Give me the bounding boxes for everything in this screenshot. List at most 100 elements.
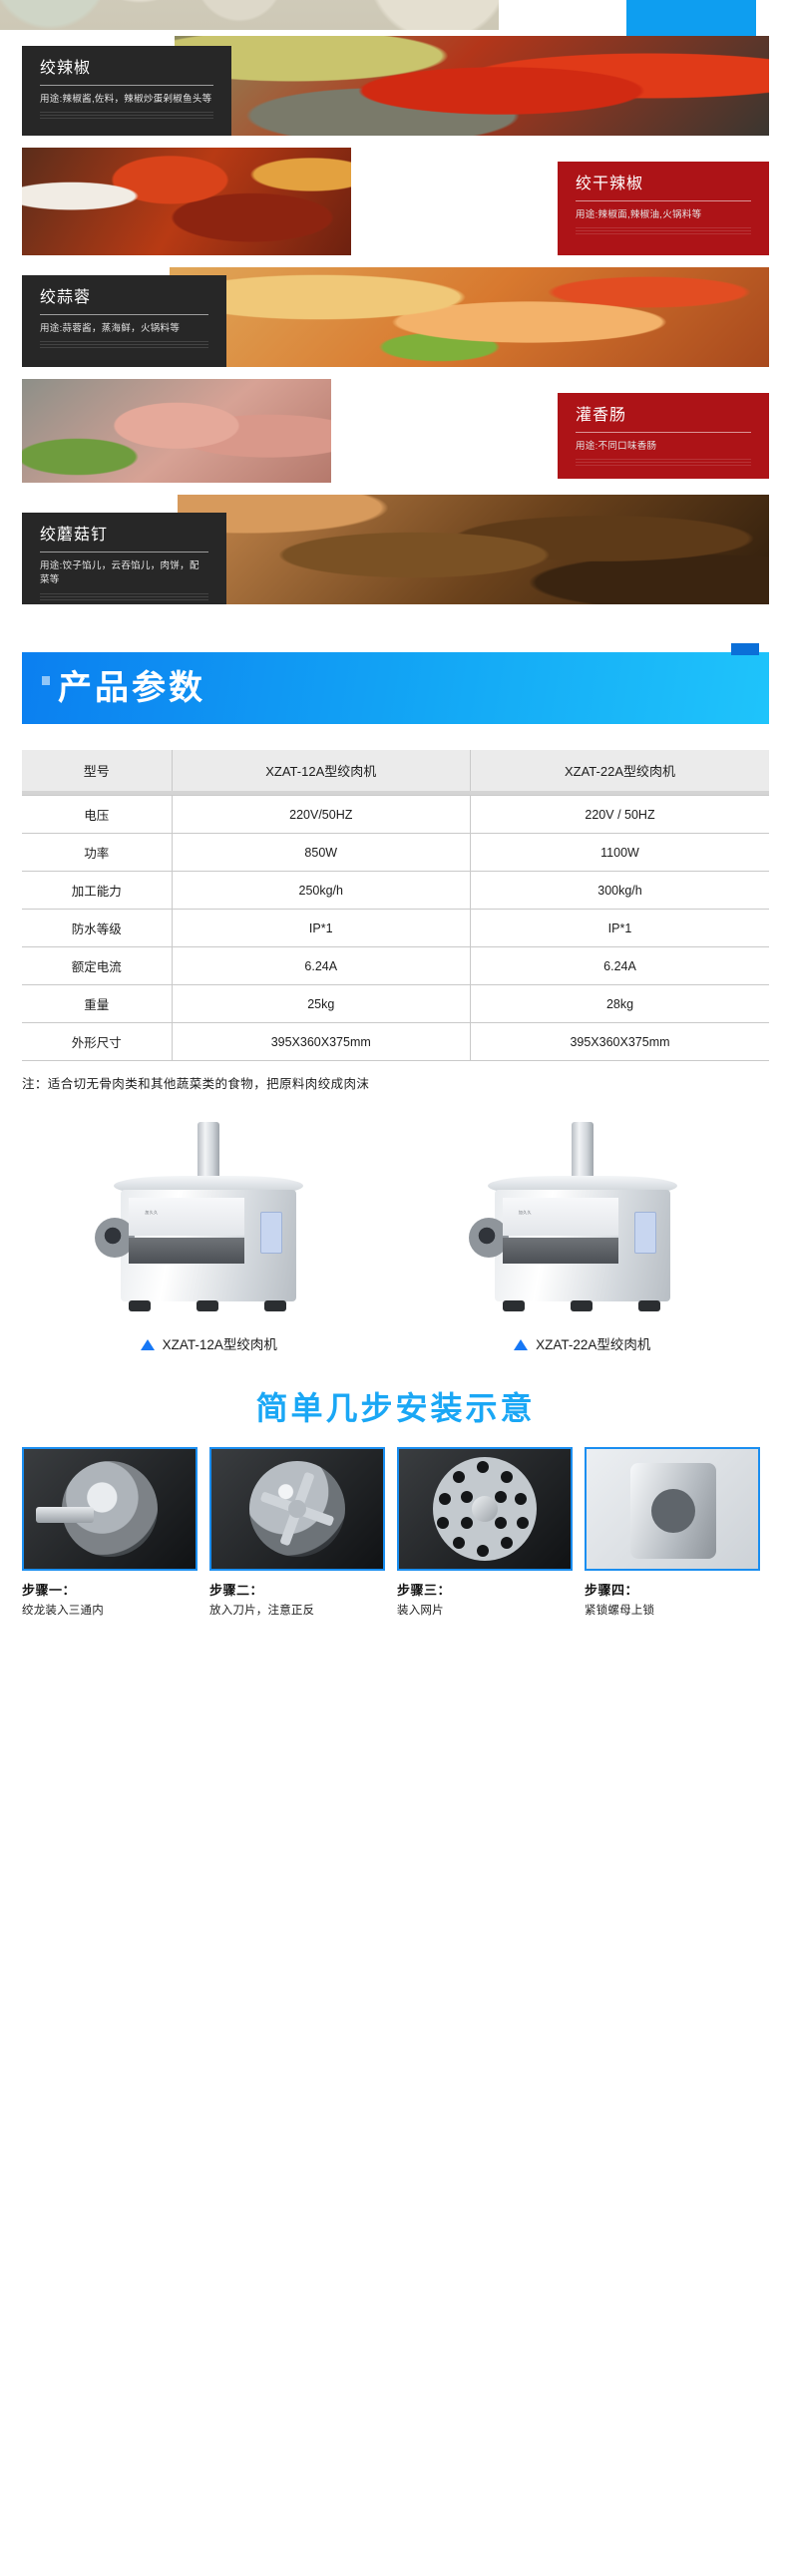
machine-grinder-head: [468, 1218, 509, 1258]
machine-feet: [121, 1299, 296, 1311]
spec-table-head: 型号 XZAT-12A型绞肉机 XZAT-22A型绞肉机: [22, 750, 769, 796]
install-step-1: 步骤一： 绞龙装入三通内: [22, 1447, 198, 1619]
spec-row-label: 重量: [84, 998, 110, 1012]
spec-row-value-22a: 395X360X375mm: [470, 1022, 769, 1061]
auger-shaft-icon: [36, 1507, 94, 1523]
triangle-marker-icon: [140, 1339, 155, 1350]
machine-top-panel: 加久久: [129, 1198, 245, 1236]
spec-row-label: 额定电流: [71, 960, 122, 974]
card-title: 绞辣椒: [40, 60, 92, 77]
card-rule: [40, 313, 208, 315]
machine-dark-band: [502, 1238, 618, 1264]
card-desc: 用途:辣椒面,辣椒油,火锅料等: [576, 208, 702, 220]
spec-row-value-22a: 220V / 50HZ: [470, 795, 769, 834]
card-desc: 用途:辣椒酱,佐料，辣椒炒蛋剁椒鱼头等: [40, 93, 212, 105]
card-photo-garlic: [170, 267, 769, 367]
spec-row-value-22a: IP*1: [470, 909, 769, 947]
card-desc: 用途:不同口味香肠: [576, 440, 657, 452]
machine-image-12a: 加久久: [44, 1116, 373, 1325]
machines-section: 加久久 XZAT-12A型绞肉机 加久久: [22, 1116, 769, 1353]
install-step-4: 步骤四： 紧锁螺母上锁: [585, 1447, 760, 1619]
step-image-blade: [209, 1447, 385, 1571]
step-label: 步骤四：: [585, 1583, 639, 1598]
step-image-nut: [585, 1447, 760, 1571]
top-food-photo: [0, 0, 499, 30]
spec-row-value-22a: 6.24A: [470, 946, 769, 985]
machine-switch: [260, 1212, 283, 1254]
step-desc: 绞龙装入三通内: [22, 1605, 104, 1617]
spec-row-label: 防水等级: [71, 922, 122, 936]
machine-neck: [198, 1122, 220, 1180]
spec-table: 型号 XZAT-12A型绞肉机 XZAT-22A型绞肉机 电压 220V/50H…: [22, 750, 769, 1061]
install-steps: 步骤一： 绞龙装入三通内 步骤二： 放入刀片，注意正反: [22, 1447, 769, 1619]
usage-cards-section: 绞辣椒 用途:辣椒酱,佐料，辣椒炒蛋剁椒鱼头等 绞干辣椒 用途:辣椒面,辣椒油,…: [0, 36, 791, 630]
card-panel: 绞蒜蓉 用途:蒜蓉酱，蒸海鲜，火锅料等: [22, 275, 226, 367]
machine-image-22a: 加久久: [418, 1116, 747, 1325]
spec-row-value-12a: 850W: [171, 833, 471, 872]
step-desc: 装入网片: [397, 1605, 444, 1617]
params-banner-title: 产品参数: [58, 669, 205, 707]
card-rule: [40, 84, 213, 86]
params-banner: 产品参数: [22, 643, 769, 724]
card-ghost-lines: [576, 227, 751, 236]
blade-hub-icon: [288, 1500, 306, 1518]
machine-caption-22a: XZAT-22A型绞肉机: [418, 1333, 747, 1353]
table-row: 功率 850W 1100W: [22, 833, 769, 872]
card-rule: [576, 199, 751, 201]
step-label: 步骤三：: [397, 1583, 452, 1598]
step-image-plate: [397, 1447, 573, 1571]
banner-tab-accent: [731, 643, 759, 655]
install-step-2: 步骤二： 放入刀片，注意正反: [209, 1447, 385, 1619]
card-photo-dry-chili: [22, 148, 351, 255]
card-photo-mushroom: [178, 495, 769, 604]
machine-body: 加久久: [95, 1190, 297, 1301]
spec-header-row: 型号 XZAT-12A型绞肉机 XZAT-22A型绞肉机: [22, 750, 769, 791]
card-guan-xiangchang: 灌香肠 用途:不同口味香肠: [0, 379, 791, 483]
mesh-plate-icon: [433, 1457, 537, 1561]
machine-logo: 加久久: [145, 1210, 159, 1215]
machine-caption-text: XZAT-22A型绞肉机: [536, 1337, 651, 1352]
spec-row-value-12a: 220V/50HZ: [171, 795, 471, 834]
card-title: 绞干辣椒: [576, 176, 644, 192]
machine-logo: 加久久: [518, 1210, 532, 1215]
machine-caption-12a: XZAT-12A型绞肉机: [44, 1333, 373, 1353]
banner-square-icon: [42, 676, 50, 685]
card-photo-sausage: [22, 379, 331, 483]
card-title: 绞蘑菇钉: [40, 527, 109, 544]
spec-row-label: 功率: [84, 847, 110, 861]
step-label: 步骤一：: [22, 1583, 77, 1598]
spec-row-value-12a: 250kg/h: [171, 871, 471, 910]
machine-grinder-head: [95, 1218, 136, 1258]
card-jiao-mogu: 绞蘑菇钉 用途:饺子馅儿，云吞馅儿，肉饼，配菜等: [0, 495, 791, 604]
card-jiao-suanrong: 绞蒜蓉 用途:蒜蓉酱，蒸海鲜，火锅料等: [0, 267, 791, 367]
machine-neck: [571, 1122, 593, 1180]
card-panel: 绞辣椒 用途:辣椒酱,佐料，辣椒炒蛋剁椒鱼头等: [22, 46, 231, 136]
card-title: 绞蒜蓉: [40, 289, 92, 306]
step-label: 步骤二：: [209, 1583, 264, 1598]
top-image-strip: [0, 0, 791, 36]
table-row: 额定电流 6.24A 6.24A: [22, 946, 769, 985]
spec-row-value-22a: 300kg/h: [470, 871, 769, 910]
machine-feet: [495, 1299, 670, 1311]
card-rule: [576, 431, 751, 433]
card-ghost-lines: [40, 341, 208, 350]
lock-nut-icon: [630, 1463, 716, 1559]
table-row: 重量 25kg 28kg: [22, 984, 769, 1023]
spec-row-label: 电压: [84, 809, 110, 823]
card-title: 灌香肠: [576, 407, 627, 424]
params-banner-wrap: 产品参数: [22, 643, 769, 724]
card-panel: 绞蘑菇钉 用途:饺子馅儿，云吞馅儿，肉饼，配菜等: [22, 513, 226, 604]
card-desc: 用途:蒜蓉酱，蒸海鲜，火锅料等: [40, 322, 181, 334]
machine-dark-band: [129, 1238, 245, 1264]
machine-switch: [633, 1212, 656, 1254]
spec-row-value-12a: 395X360X375mm: [171, 1022, 471, 1061]
spec-row-value-12a: 25kg: [171, 984, 471, 1023]
machine-body: 加久久: [468, 1190, 670, 1301]
spec-table-body: 电压 220V/50HZ 220V / 50HZ 功率 850W 1100W 加…: [22, 795, 769, 1061]
machine-caption-text: XZAT-12A型绞肉机: [162, 1337, 277, 1352]
machine-top-panel: 加久久: [502, 1198, 618, 1236]
step-image-auger: [22, 1447, 198, 1571]
spec-row-value-22a: 1100W: [470, 833, 769, 872]
machine-22a: 加久久 XZAT-22A型绞肉机: [418, 1116, 747, 1353]
card-ghost-lines: [40, 112, 213, 121]
